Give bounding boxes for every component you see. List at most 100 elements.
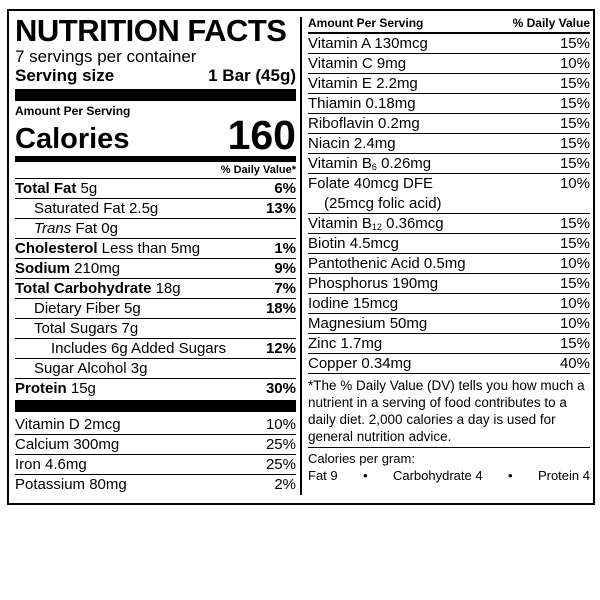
nutrient-dv: 7% <box>274 280 296 297</box>
vitamin-label: Zinc 1.7mg <box>308 335 383 352</box>
vitamin-row: Magnesium 50mg 10% <box>308 314 590 334</box>
nutrient-row: Cholesterol Less than 5mg 1% <box>15 239 296 259</box>
cpg-fat: Fat 9 <box>308 468 338 483</box>
nutrient-row: Total Sugars 7g <box>15 319 296 339</box>
nutrient-amount: Sugar Alcohol 3g <box>34 360 148 377</box>
thick-divider <box>15 89 296 101</box>
nutrient-row: Sugar Alcohol 3g <box>15 359 296 379</box>
nutrient-dv: 18% <box>265 300 296 317</box>
vitamin-row: Vitamin C 9mg 10% <box>308 54 590 74</box>
vitamin-dv: 15% <box>559 275 590 292</box>
vitamin-label: Riboflavin 0.2mg <box>308 115 420 132</box>
amount-per-serving: Amount Per Serving <box>15 104 131 118</box>
vitamin-row: Folate 40mcg DFE (25mcg folic acid) 10% <box>308 174 590 214</box>
nutrient-row: Sodium 210mg 9% <box>15 259 296 279</box>
nutrient-name: Total Carbohydrate <box>15 280 152 297</box>
vitamin-row: Calcium 300mg 25% <box>15 435 296 455</box>
vitamin-dv: 15% <box>559 75 590 92</box>
vitamin-amount: 0.26mg <box>376 155 432 172</box>
daily-value-footnote: *The % Daily Value (DV) tells you how mu… <box>308 377 590 448</box>
vitamin-label: Iodine 15mcg <box>308 295 399 312</box>
vitamin-row: Thiamin 0.18mg 15% <box>308 94 590 114</box>
vitamin-label: Vitamin E 2.2mg <box>308 75 418 92</box>
nutrient-row: Saturated Fat 2.5g 13% <box>15 199 296 219</box>
nutrient-amount: Includes 6g Added Sugars <box>51 340 227 357</box>
vitamin-row: Niacin 2.4mg 15% <box>308 134 590 154</box>
vitamin-dv: 2% <box>274 476 296 493</box>
vitamin-label-line1: Folate 40mcg DFE <box>308 175 434 192</box>
daily-value-header: % Daily Value <box>512 16 590 30</box>
vitamin-dv: 15% <box>559 115 590 132</box>
left-column: NUTRITION FACTS 7 servings per container… <box>15 15 296 495</box>
right-header: Amount Per Serving % Daily Value <box>308 15 590 34</box>
nutrient-row: Total Carbohydrate 18g 7% <box>15 279 296 299</box>
nutrient-dv: 6% <box>274 180 296 197</box>
vitamin-row: Vitamin B12 0.36mcg 15% <box>308 214 590 234</box>
vitamin-label: Pantothenic Acid 0.5mg <box>308 255 466 272</box>
cpg-protein: Protein 4 <box>537 468 590 483</box>
nutrient-dv: 30% <box>265 380 296 397</box>
nutrient-amount: Total Sugars 7g <box>34 320 139 337</box>
vitamin-dv: 10% <box>559 315 590 332</box>
vitamin-row: Vitamin E 2.2mg 15% <box>308 74 590 94</box>
vitamin-label: Niacin 2.4mg <box>308 135 396 152</box>
nutrient-amount: Dietary Fiber 5g <box>34 300 141 317</box>
vitamin-row: Vitamin D 2mcg 10% <box>15 415 296 435</box>
calories-label: Calories <box>15 123 130 155</box>
vitamin-dv: 15% <box>559 155 590 172</box>
medium-divider <box>15 156 296 162</box>
vitamin-dv: 15% <box>559 135 590 152</box>
nutrient-row: Protein 15g 30% <box>15 379 296 399</box>
vitamin-label: Copper 0.34mg <box>308 355 412 372</box>
vitamin-row: Potassium 80mg 2% <box>15 475 296 495</box>
nutrient-amount: 210mg <box>70 260 121 277</box>
vitamin-dv: 15% <box>559 235 590 252</box>
amount-per-serving-header: Amount Per Serving <box>308 16 424 30</box>
right-column: Amount Per Serving % Daily Value Vitamin… <box>308 15 590 484</box>
nutrient-name: Cholesterol <box>15 240 98 257</box>
vitamin-row: Iodine 15mcg 10% <box>308 294 590 314</box>
cpg-carbohydrate: Carbohydrate 4 <box>392 468 483 483</box>
nutrient-amount: Less than 5mg <box>97 240 201 257</box>
vitamin-name: Vitamin B <box>308 155 372 172</box>
vitamin-row: Phosphorus 190mg 15% <box>308 274 590 294</box>
servings-per-container: 7 servings per container <box>15 47 197 66</box>
vitamin-label: Vitamin A 130mcg <box>308 35 428 52</box>
vitamin-dv: 25% <box>265 456 296 473</box>
nutrient-row: Dietary Fiber 5g 18% <box>15 299 296 319</box>
vitamin-label: Magnesium 50mg <box>308 315 428 332</box>
vitamin-subscript: 12 <box>371 222 382 232</box>
vitamin-row: Vitamin A 130mcg 15% <box>308 34 590 54</box>
vitamin-amount: 0.36mcg <box>381 215 444 232</box>
calories-value: 160 <box>227 112 296 158</box>
nutrient-row: Includes 6g Added Sugars 12% <box>15 339 296 359</box>
nutrient-dv: 13% <box>265 200 296 217</box>
vitamin-dv: 10% <box>559 255 590 272</box>
nutrient-dv: 12% <box>265 340 296 357</box>
calories-per-gram-row: Fat 9 • Carbohydrate 4 • Protein 4 <box>308 467 590 484</box>
daily-value-header: % Daily Value* <box>15 162 296 179</box>
vitamin-label: Biotin 4.5mcg <box>308 235 399 252</box>
thick-divider <box>15 400 296 412</box>
vitamin-label: Vitamin B6 0.26mg <box>308 154 431 173</box>
serving-size-row: Serving size 1 Bar (45g) <box>15 66 296 86</box>
vitamin-subscript: 6 <box>371 162 377 172</box>
serving-size-value: 1 Bar (45g) <box>208 66 296 85</box>
vitamin-row: Iron 4.6mg 25% <box>15 455 296 475</box>
panel-title: NUTRITION FACTS <box>15 13 287 48</box>
vitamin-label: Calcium 300mg <box>15 436 120 453</box>
vitamin-label-line2: (25mcg folic acid) <box>324 195 442 212</box>
column-divider <box>300 17 302 495</box>
serving-size-label: Serving size <box>15 66 115 85</box>
vitamin-dv: 10% <box>559 55 590 72</box>
nutrition-facts-panel: NUTRITION FACTS 7 servings per container… <box>7 9 595 505</box>
vitamin-label: Vitamin C 9mg <box>308 55 407 72</box>
vitamin-row: Biotin 4.5mcg 15% <box>308 234 590 254</box>
vitamin-label: Iron 4.6mg <box>15 456 87 473</box>
nutrient-name: Sodium <box>15 260 70 277</box>
vitamin-row: Vitamin B6 0.26mg 15% <box>308 154 590 174</box>
nutrient-row: Trans Fat 0g <box>15 219 296 239</box>
vitamin-row: Zinc 1.7mg 15% <box>308 334 590 354</box>
vitamin-dv: 15% <box>559 95 590 112</box>
nutrient-amount: 18g <box>151 280 181 297</box>
